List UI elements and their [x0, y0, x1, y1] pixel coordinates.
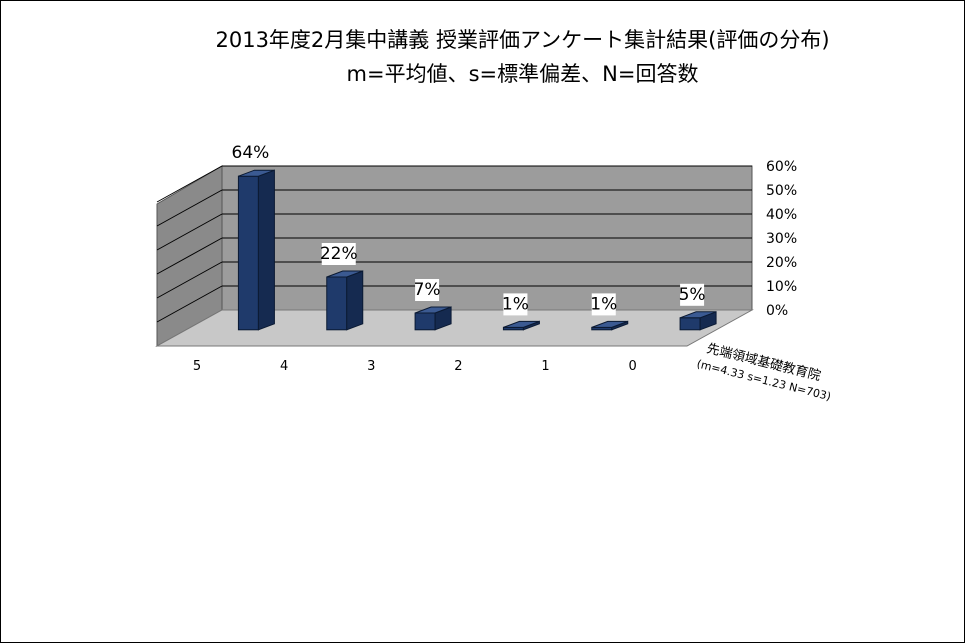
- bar-side: [257, 169, 275, 331]
- bar: [679, 317, 701, 331]
- x-tick-label: 3: [367, 359, 375, 374]
- y-tick-label: 30%: [766, 231, 797, 247]
- bar-top: [679, 311, 717, 319]
- gridline-side: [156, 189, 223, 227]
- data-label-box: [680, 283, 705, 306]
- y-tick-label: 10%: [766, 279, 797, 295]
- y-tick-label: 0%: [766, 303, 788, 319]
- chart-subtitle: m=平均値、s=標準偏差、N=回答数: [346, 62, 699, 86]
- data-label-box: [503, 293, 528, 316]
- data-label-box: [233, 142, 268, 165]
- y-tick-label: 60%: [766, 159, 797, 175]
- data-label: 22%: [320, 244, 358, 264]
- x-tick-label: 0: [629, 359, 637, 374]
- floor: [155, 309, 754, 347]
- gridline-side: [156, 213, 223, 251]
- chart-title: 2013年度2月集中講義 授業評価アンケート集計結果(評価の分布): [215, 28, 830, 52]
- bar-top: [326, 270, 363, 278]
- data-label: 64%: [232, 143, 270, 163]
- gridline-side: [156, 237, 223, 275]
- y-tick-label: 40%: [766, 207, 797, 223]
- bar: [326, 276, 348, 331]
- bar-top: [414, 306, 452, 314]
- data-label: 1%: [502, 294, 529, 314]
- data-label: 1%: [590, 294, 617, 314]
- bar: [414, 312, 436, 331]
- bar: [237, 175, 259, 331]
- data-label: 5%: [679, 285, 706, 305]
- gridline-side: [156, 285, 223, 323]
- x-tick-label: 1: [541, 359, 549, 374]
- data-label-box: [591, 293, 616, 316]
- series-axis-label: 先端領域基礎教育院(m=4.33 s=1.23 N=703): [695, 340, 832, 403]
- x-tick-label: 2: [454, 359, 462, 374]
- y-tick-label: 50%: [766, 183, 797, 199]
- bar-top: [238, 169, 275, 177]
- bar-top: [591, 320, 628, 328]
- gridline-side: [156, 165, 223, 203]
- x-tick-label: 5: [193, 359, 201, 374]
- x-tick-label: 4: [280, 359, 288, 374]
- bar-side: [346, 270, 364, 331]
- data-label: 7%: [414, 280, 441, 300]
- gridline-side: [156, 261, 223, 299]
- data-label-box: [415, 279, 440, 301]
- bar-top: [503, 320, 540, 328]
- y-tick-label: 20%: [766, 255, 797, 271]
- data-label-box: [321, 243, 356, 265]
